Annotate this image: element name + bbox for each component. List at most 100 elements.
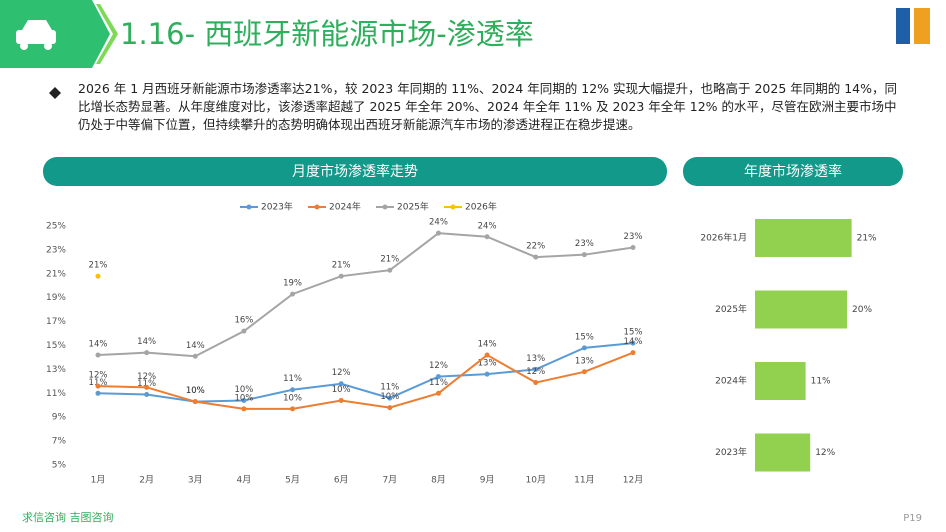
point [435, 374, 441, 380]
category-label: 2023年 [715, 446, 747, 458]
value-label: 13% [478, 359, 497, 369]
value-label: 11% [89, 378, 108, 388]
point [533, 254, 539, 260]
x-tick-label: 1月 [91, 475, 106, 486]
value-label: 12% [429, 361, 448, 371]
value-label: 16% [234, 316, 253, 326]
value-label: 10% [234, 385, 253, 395]
value-label: 11% [137, 379, 156, 389]
y-tick-label: 13% [46, 365, 66, 375]
x-tick-label: 5月 [285, 475, 300, 486]
point [95, 390, 101, 396]
legend-label: 2026年 [465, 201, 497, 213]
point [387, 267, 393, 273]
category-label: 2026年1月 [700, 232, 747, 244]
point [144, 391, 150, 397]
point [387, 395, 393, 401]
x-tick-label: 8月 [431, 475, 446, 486]
value-label: 15% [575, 332, 594, 342]
category-label: 2025年 [715, 303, 747, 315]
legend-label: 2023年 [261, 201, 293, 213]
point [241, 397, 247, 403]
point [144, 384, 150, 390]
bar [755, 219, 852, 257]
point [630, 350, 636, 356]
point [338, 381, 344, 387]
point [630, 245, 636, 251]
point [290, 387, 296, 393]
point [387, 405, 393, 411]
y-tick-label: 9% [52, 413, 67, 423]
point [533, 380, 539, 386]
value-label: 20% [852, 305, 872, 315]
summary: 2026 年 1 月西班牙新能源市场渗透率达21%，较 2023 年同期的 11… [78, 81, 898, 132]
value-label: 11% [811, 377, 831, 387]
value-label: 13% [575, 356, 594, 366]
logo [896, 8, 930, 44]
y-tick-label: 23% [46, 245, 66, 255]
value-label: 24% [429, 218, 448, 228]
point [95, 273, 101, 279]
x-tick-label: 4月 [237, 475, 252, 486]
legend-label: 2024年 [329, 201, 361, 213]
point [484, 352, 490, 358]
value-label: 14% [137, 337, 156, 347]
value-label: 14% [478, 340, 497, 350]
page-number: P19 [903, 513, 922, 524]
point [435, 390, 441, 396]
value-label: 10% [283, 393, 302, 403]
y-tick-label: 5% [52, 461, 67, 471]
value-label: 10% [380, 392, 399, 402]
x-tick-label: 7月 [382, 475, 397, 486]
point [338, 273, 344, 279]
value-label: 11% [283, 374, 302, 384]
value-label: 21% [380, 255, 399, 265]
panel-title: 年度市场渗透率 [744, 163, 842, 180]
x-tick-label: 6月 [334, 475, 349, 486]
point [192, 399, 198, 405]
panel-title: 月度市场渗透率走势 [292, 163, 418, 180]
point [192, 353, 198, 359]
value-label: 13% [526, 354, 545, 364]
bar [755, 290, 847, 329]
bullet [49, 87, 61, 99]
point [484, 234, 490, 240]
x-tick-label: 9月 [480, 475, 495, 486]
footer-source: 求信咨询 吉图咨询 [22, 510, 114, 524]
legend-label: 2025年 [397, 201, 429, 213]
x-tick-label: 11月 [574, 475, 594, 486]
legend-marker [450, 204, 456, 210]
car-icon [16, 20, 56, 50]
panel-header [43, 157, 667, 186]
y-tick-label: 19% [46, 293, 66, 303]
value-label: 10% [186, 386, 205, 396]
legend-marker [246, 204, 252, 210]
point [630, 340, 636, 346]
point [533, 366, 539, 372]
point [338, 397, 344, 403]
y-tick-label: 7% [52, 437, 67, 447]
point [484, 371, 490, 377]
value-label: 23% [575, 239, 594, 249]
value-label: 14% [89, 340, 108, 350]
value-label: 12% [137, 372, 156, 382]
value-label: 10% [186, 386, 205, 396]
point [95, 352, 101, 358]
header-stripe [96, 4, 118, 64]
panel-header [683, 157, 903, 186]
x-tick-label: 10月 [526, 475, 546, 486]
bar [755, 362, 806, 400]
category-label: 2024年 [715, 375, 747, 387]
x-tick-label: 12月 [623, 475, 643, 486]
value-label: 23% [624, 232, 643, 242]
point [290, 406, 296, 412]
point [241, 328, 247, 334]
value-label: 19% [283, 279, 302, 289]
y-tick-label: 21% [46, 269, 66, 279]
value-label: 15% [624, 328, 643, 338]
value-label: 12% [526, 367, 545, 377]
point [581, 252, 587, 258]
bar [755, 433, 811, 472]
value-label: 21% [89, 261, 108, 271]
value-label: 21% [857, 234, 877, 244]
